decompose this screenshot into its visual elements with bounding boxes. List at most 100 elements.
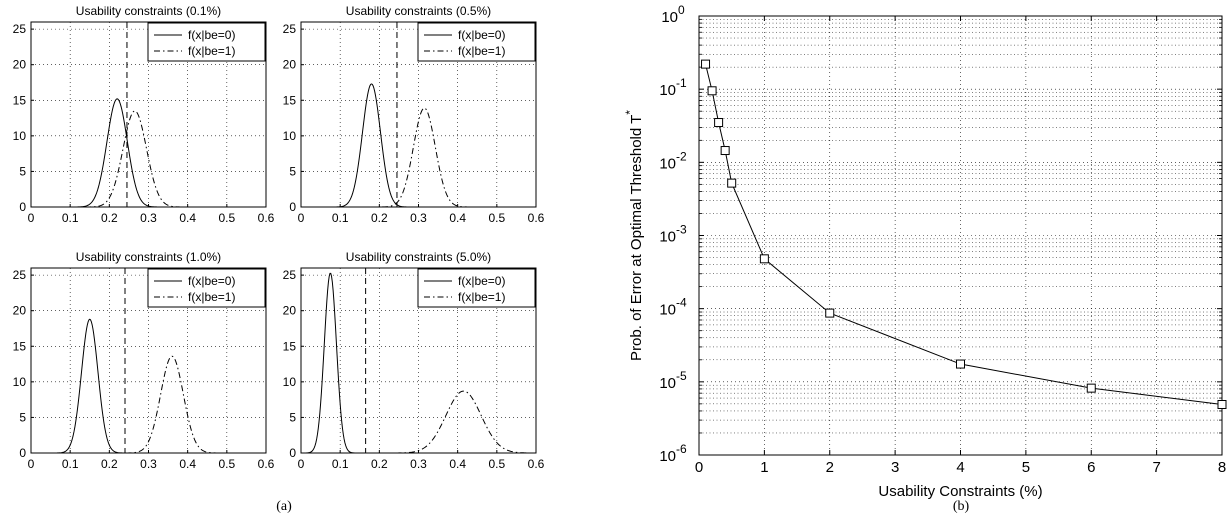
legend-label: f(x|be=1) [188, 290, 235, 304]
legend-box [417, 22, 536, 62]
x-tick-label: 2 [826, 459, 834, 476]
data-point-marker [707, 86, 717, 96]
x-tick-label: 0.3 [140, 211, 157, 225]
x-tick-label: 0.6 [258, 211, 275, 225]
x-tick-label: 3 [891, 459, 899, 476]
y-tick-label: 15 [283, 93, 297, 107]
y-tick-label: 10-6 [659, 442, 687, 465]
y-tick-label: 25 [13, 268, 27, 282]
x-tick-label: 1 [760, 459, 768, 476]
legend-label: f(x|be=1) [458, 44, 505, 58]
legend-label: f(x|be=0) [458, 274, 505, 288]
data-point-marker [727, 178, 737, 188]
series-line-0 [301, 272, 536, 454]
series-line-0 [31, 318, 266, 454]
x-tick-label: 0.4 [449, 457, 466, 471]
x-tick-label: 0.1 [62, 211, 79, 225]
caption-b: (b) [953, 499, 970, 514]
data-point-marker [1217, 400, 1227, 410]
x-tick-label: 0 [28, 211, 35, 225]
legend-label: f(x|be=1) [458, 290, 505, 304]
subplot-3: 0 0.1 0.2 0.3 0.4 0.5 0.6 0 5 10 15 20 25 Usability c… [13, 250, 275, 471]
y-tick-label: 5 [289, 164, 296, 178]
data-point-marker [956, 359, 965, 369]
x-tick-label: 0.5 [218, 211, 235, 225]
x-tick-label: 0.4 [449, 211, 466, 225]
y-tick-label: 10 [283, 129, 297, 143]
x-tick-label: 0.3 [140, 457, 157, 471]
y-tick-label: 15 [13, 339, 27, 353]
legend-label: f(x|be=0) [458, 28, 505, 42]
x-tick-label: 0.2 [371, 457, 388, 471]
x-tick-label: 8 [1218, 459, 1226, 476]
data-point-marker [1086, 383, 1096, 393]
data-point-marker [701, 59, 711, 69]
y-tick-label: 10-2 [659, 149, 687, 172]
subplot-1: 0 0.1 0.2 0.3 0.4 0.5 0.6 0 5 10 15 20 25 Usability c… [13, 4, 275, 225]
y-tick-label: 25 [283, 268, 297, 282]
subplot-4: 0 0.1 0.2 0.3 0.4 0.5 0.6 0 5 10 15 20 25 Usability c… [283, 250, 545, 471]
y-tick-label: 20 [13, 58, 27, 72]
subplot-title: Usability constraints (0.5%) [346, 4, 491, 18]
series-line-1 [301, 390, 537, 454]
x-tick-label: 0.6 [258, 457, 275, 471]
y-tick-label: 10 [283, 375, 297, 389]
x-tick-label: 7 [1152, 459, 1160, 476]
x-tick-label: 0.1 [332, 457, 349, 471]
legend-box [147, 268, 266, 308]
x-tick-label: 0 [298, 457, 305, 471]
series-line-0 [31, 98, 266, 208]
x-tick-label: 0.5 [488, 457, 505, 471]
x-tick-label: 0.1 [62, 457, 79, 471]
y-tick-label: 25 [13, 22, 27, 36]
legend: f(x|be=0) f(x|be=1) [147, 22, 266, 62]
y-tick-label: 10-4 [659, 296, 687, 319]
x-tick-label: 0.2 [101, 457, 118, 471]
y-tick-label: 20 [283, 304, 297, 318]
x-tick-label: 0.2 [101, 211, 118, 225]
error-probability-chart: 0 1 2 3 4 5 6 7 8 10-6 10-5 10-4 10-3 10-2 10-1 100 Usab… [623, 3, 1227, 500]
subplot-title: Usability constraints (0.1%) [76, 4, 221, 18]
subplot-2: 0 0.1 0.2 0.3 0.4 0.5 0.6 0 5 10 15 20 25 Usability c… [283, 4, 545, 225]
legend-box [147, 22, 266, 62]
x-axis-label: Usability Constraints (%) [878, 483, 1042, 500]
series-line-1 [301, 107, 536, 208]
y-tick-label: 10-3 [659, 223, 687, 246]
x-tick-label: 0.6 [528, 211, 545, 225]
y-tick-label: 10 [13, 375, 27, 389]
data-point-marker [714, 118, 724, 128]
series-line-1 [31, 355, 266, 454]
x-tick-label: 0.5 [218, 457, 235, 471]
y-tick-label: 15 [283, 339, 297, 353]
y-tick-label: 20 [13, 304, 27, 318]
x-tick-label: 0.6 [528, 457, 545, 471]
y-tick-label: 0 [19, 446, 26, 460]
y-tick-label: 15 [13, 93, 27, 107]
x-tick-label: 5 [1022, 459, 1030, 476]
x-tick-label: 0.3 [410, 211, 427, 225]
y-tick-label: 5 [19, 410, 26, 424]
legend: f(x|be=0) f(x|be=1) [417, 268, 536, 308]
data-point-marker [720, 146, 730, 156]
legend-label: f(x|be=0) [188, 28, 235, 42]
x-tick-label: 0 [298, 211, 305, 225]
y-axis-label: Prob. of Error at Optimal Threshold T* [623, 110, 645, 361]
subplot-title: Usability constraints (5.0%) [346, 250, 491, 264]
y-tick-label: 10-1 [659, 76, 687, 99]
caption-a: (a) [276, 499, 292, 514]
x-tick-label: 0.3 [410, 457, 427, 471]
x-tick-label: 6 [1087, 459, 1095, 476]
x-tick-label: 0.5 [488, 211, 505, 225]
x-tick-label: 0.4 [179, 211, 196, 225]
legend-label: f(x|be=0) [188, 274, 235, 288]
x-tick-label: 0.1 [332, 211, 349, 225]
data-point-marker [759, 254, 769, 264]
y-tick-label: 0 [19, 200, 26, 214]
y-tick-label: 10-5 [659, 369, 687, 392]
y-tick-label: 10 [13, 129, 27, 143]
subplot-title: Usability constraints (1.0%) [76, 250, 221, 264]
y-tick-label: 5 [19, 164, 26, 178]
y-tick-label: 5 [289, 410, 296, 424]
legend-label: f(x|be=1) [188, 44, 235, 58]
